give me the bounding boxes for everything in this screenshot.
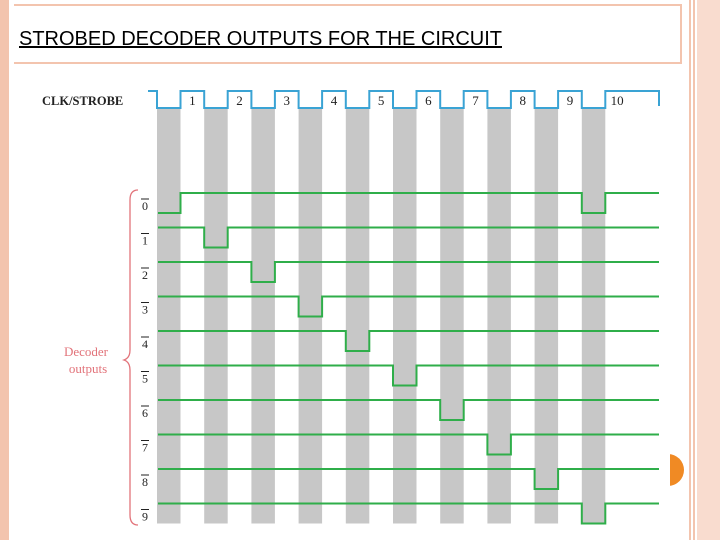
pulse-label: 8 [520,93,527,108]
slide-title: STROBED DECODER OUTPUTS FOR THE CIRCUIT [19,28,502,50]
decoder-output-label: 8 [142,475,148,489]
decoder-output-label: 0 [142,199,148,213]
pulse-labels: 1 2 3 4 5 6 7 8 9 10 [189,93,624,108]
strobe-shade-column [487,108,511,524]
pulse-label: 6 [425,93,432,108]
decoder-output-waveform [158,261,659,283]
slide-border-right [689,0,695,540]
decoder-group-bracket-group: Decoder outputs [64,189,139,526]
decoder-group-label-line2: outputs [69,361,107,376]
strobe-shading [157,108,606,524]
slide-border-left [0,0,9,540]
pulse-label: 1 [189,93,196,108]
decoder-output-label: 3 [142,303,148,317]
strobe-shade-column [534,108,559,524]
clock-waveform-group: CLK/STROBE [42,90,660,109]
decoder-output-label: 9 [142,510,148,524]
pulse-label: 5 [378,93,385,108]
decoder-output-waveforms [158,192,659,525]
decoder-output-waveform [158,295,659,318]
strobe-shade-column [345,108,370,524]
decoder-output-label: 5 [142,372,148,386]
strobe-shade-column [204,108,228,524]
decoder-group-bracket [121,189,139,526]
pulse-label: 7 [472,93,479,108]
clock-waveform [148,90,660,109]
decoder-output-waveform [158,433,659,456]
pulse-label: 10 [611,93,624,108]
decoder-output-waveform [158,192,659,214]
pulse-label: 9 [567,93,574,108]
strobe-shade-column [581,108,606,524]
decoder-group-label-line1: Decoder [64,344,109,359]
clock-label: CLK/STROBE [42,94,123,108]
strobe-shade-column [157,108,181,524]
decoder-output-waveform [158,330,659,352]
decoder-output-waveform [158,364,659,387]
pulse-label: 3 [284,93,291,108]
decoder-output-label: 2 [142,268,148,282]
pulse-label: 4 [331,93,338,108]
slide-border-right-fill [697,0,720,540]
strobe-shade-column [251,108,275,524]
strobe-shade-column [393,108,417,524]
decoder-output-labels: 0 1 2 3 4 5 6 7 8 9 [141,198,149,524]
title-frame [14,4,682,64]
strobe-shade-column [440,108,464,524]
decoder-output-waveform [158,502,659,525]
decoder-output-label: 7 [142,441,148,455]
pulse-label: 2 [236,93,243,108]
decoder-output-label: 6 [142,406,148,420]
decoder-output-label: 4 [142,337,148,351]
decoder-output-label: 1 [142,234,148,248]
decoder-output-waveform [158,226,659,249]
decoder-output-waveform [158,399,659,421]
decoder-output-waveform [158,468,659,490]
